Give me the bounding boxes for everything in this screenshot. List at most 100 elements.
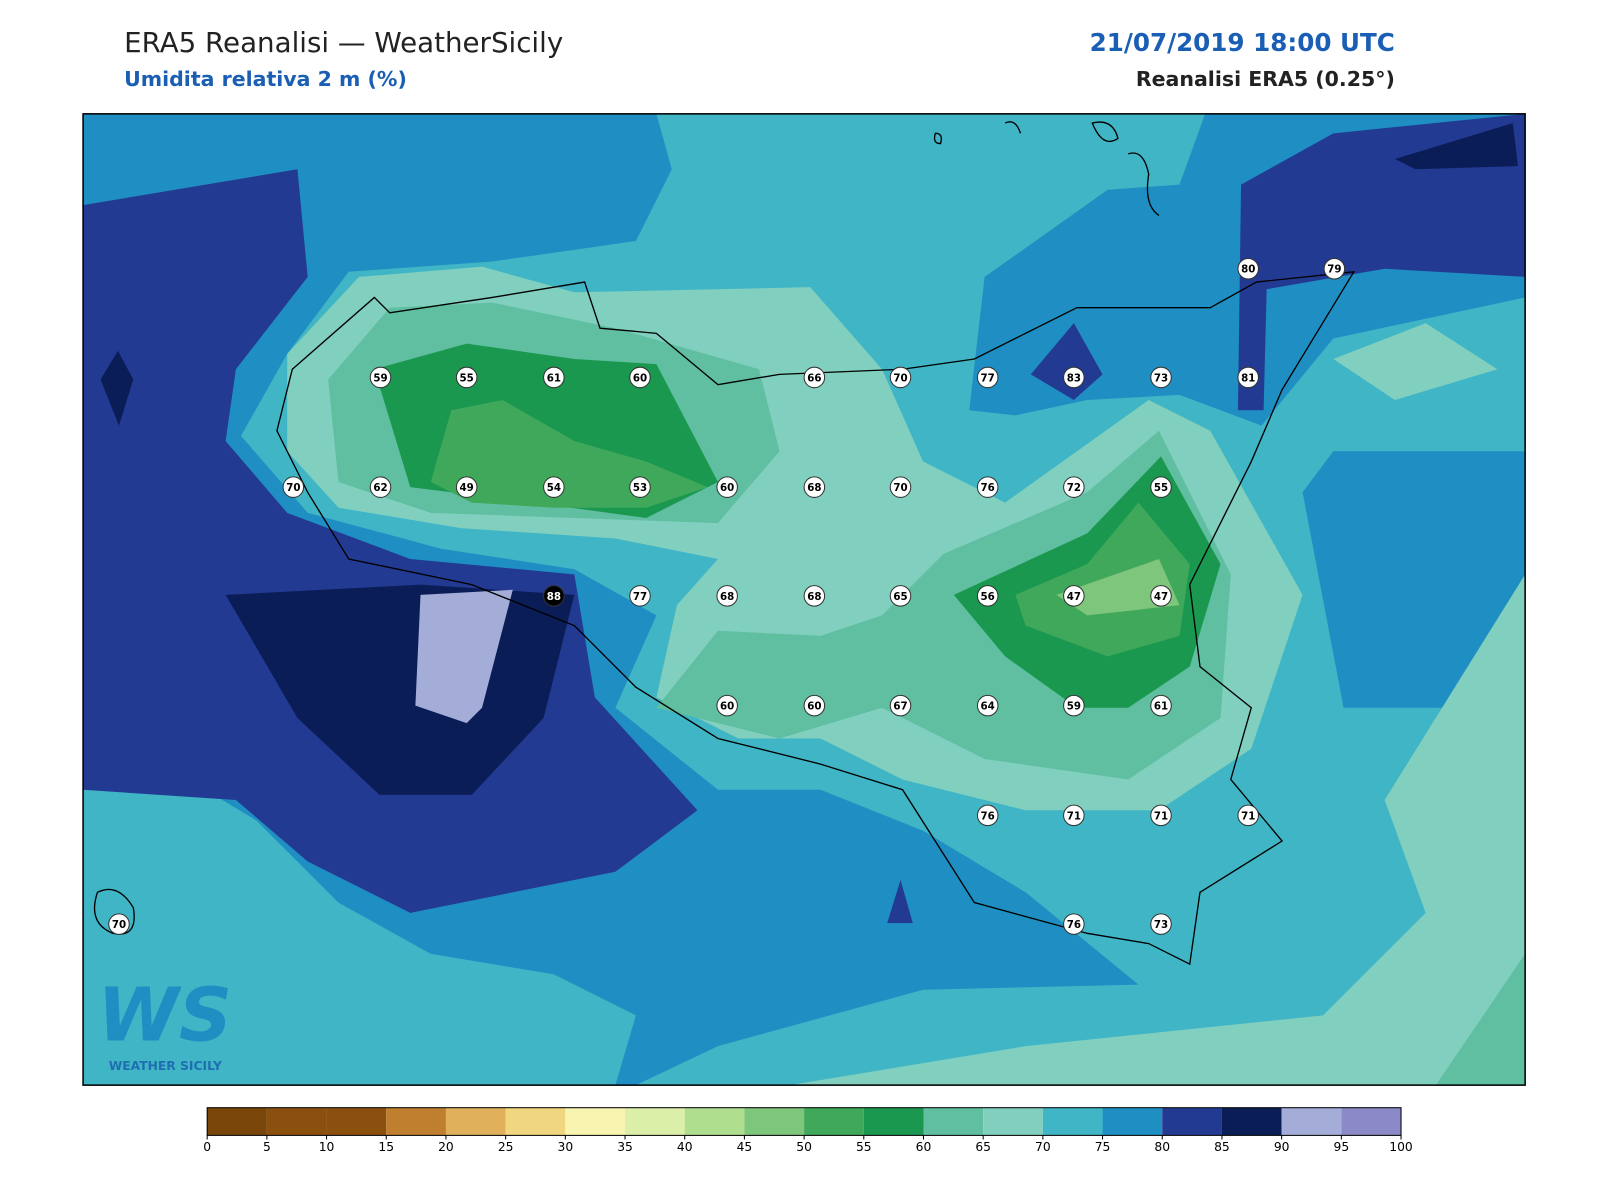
colorbar-bin bbox=[445, 1107, 506, 1136]
colorbar-bin bbox=[266, 1107, 327, 1136]
station-value: 70 bbox=[893, 372, 907, 384]
station-value: 60 bbox=[633, 372, 647, 384]
colorbar-bin bbox=[625, 1107, 685, 1136]
station-value: 68 bbox=[807, 591, 821, 603]
colorbar-tick-label: 15 bbox=[378, 1140, 394, 1154]
station-value: 76 bbox=[1067, 919, 1081, 931]
title: ERA5 Reanalisi — WeatherSicily bbox=[124, 26, 563, 59]
station-value: 76 bbox=[981, 810, 995, 822]
station-value: 77 bbox=[981, 372, 995, 384]
colorbar-bin bbox=[386, 1107, 446, 1136]
colorbar-tick-label: 95 bbox=[1334, 1140, 1350, 1154]
station-marker bbox=[455, 366, 478, 389]
station-marker bbox=[1063, 913, 1085, 935]
station-value: 81 bbox=[1241, 372, 1255, 384]
station-value: 54 bbox=[547, 482, 561, 494]
station-marker bbox=[282, 476, 305, 498]
station-marker bbox=[629, 366, 651, 389]
station-value: 68 bbox=[720, 591, 734, 603]
colorbar-bin bbox=[744, 1107, 805, 1136]
station-value: 62 bbox=[373, 482, 387, 494]
station-marker bbox=[889, 366, 912, 389]
colorbar-bin bbox=[505, 1107, 566, 1136]
colorbar-tick-label: 55 bbox=[856, 1140, 872, 1154]
map-frame bbox=[82, 113, 1526, 1086]
station-marker bbox=[889, 585, 912, 607]
colorbar-bin bbox=[1042, 1107, 1103, 1136]
station-marker bbox=[803, 366, 826, 389]
colorbar-tick-label: 65 bbox=[975, 1140, 991, 1154]
station-value: 73 bbox=[1154, 372, 1168, 384]
station-value: 47 bbox=[1154, 591, 1168, 603]
station-marker bbox=[976, 804, 999, 827]
station-value: 73 bbox=[1154, 919, 1168, 931]
colorbar-bin bbox=[207, 1107, 267, 1136]
station-value: 80 bbox=[1241, 264, 1255, 276]
colorbar-tick-label: 85 bbox=[1214, 1140, 1230, 1154]
station-marker bbox=[1237, 804, 1259, 827]
colorbar-bin bbox=[1281, 1107, 1342, 1136]
station-marker bbox=[1063, 694, 1085, 717]
colorbar-tick-label: 100 bbox=[1389, 1140, 1412, 1154]
station-marker bbox=[1237, 257, 1259, 280]
station-value: 68 bbox=[807, 482, 821, 494]
colorbar-tick-label: 90 bbox=[1274, 1140, 1290, 1154]
station-value: 71 bbox=[1154, 810, 1168, 822]
colorbar-tick-label: 80 bbox=[1154, 1140, 1170, 1154]
station-value: 55 bbox=[1154, 482, 1168, 494]
station-marker bbox=[1150, 913, 1172, 935]
colorbar-bin bbox=[326, 1107, 387, 1136]
station-value: 67 bbox=[893, 701, 907, 713]
colorbar-bin bbox=[923, 1107, 984, 1136]
station-value: 70 bbox=[893, 482, 907, 494]
station-value: 76 bbox=[981, 482, 995, 494]
colorbar-tick-label: 50 bbox=[796, 1140, 812, 1154]
station-value: 49 bbox=[460, 482, 474, 494]
station-marker bbox=[1150, 585, 1172, 607]
colorbar-tick-label: 75 bbox=[1095, 1140, 1111, 1154]
station-marker bbox=[369, 366, 392, 389]
colorbar-bin bbox=[684, 1107, 745, 1136]
subtitle: Umidita relativa 2 m (%) bbox=[124, 67, 407, 91]
colorbar-bin bbox=[804, 1107, 864, 1136]
station-marker bbox=[543, 366, 565, 389]
station-marker bbox=[543, 585, 565, 607]
station-marker bbox=[716, 694, 738, 717]
station-marker bbox=[1063, 476, 1085, 498]
station-value: 77 bbox=[633, 591, 647, 603]
station-marker bbox=[1323, 257, 1346, 280]
station-marker bbox=[1150, 476, 1172, 498]
colorbar-tick-label: 40 bbox=[677, 1140, 693, 1154]
station-value: 59 bbox=[1067, 701, 1081, 713]
station-value: 71 bbox=[1241, 810, 1255, 822]
station-marker bbox=[1150, 366, 1172, 389]
datetime: 21/07/2019 18:00 UTC bbox=[1090, 28, 1395, 57]
source: Reanalisi ERA5 (0.25°) bbox=[1136, 67, 1395, 91]
colorbar-tick-label: 35 bbox=[617, 1140, 633, 1154]
station-value: 60 bbox=[720, 482, 734, 494]
station-value: 55 bbox=[460, 372, 474, 384]
station-marker bbox=[1063, 585, 1085, 607]
colorbar-tick-label: 10 bbox=[319, 1140, 335, 1154]
station-value: 64 bbox=[981, 701, 995, 713]
station-marker bbox=[1063, 804, 1085, 827]
station-value: 61 bbox=[1154, 701, 1168, 713]
station-value: 66 bbox=[807, 372, 821, 384]
station-marker bbox=[803, 476, 826, 498]
station-marker bbox=[455, 476, 478, 498]
station-value: 60 bbox=[807, 701, 821, 713]
station-value: 88 bbox=[547, 591, 561, 603]
colorbar-bin bbox=[1102, 1107, 1163, 1136]
station-marker bbox=[976, 694, 999, 717]
colorbar-tick-label: 45 bbox=[737, 1140, 753, 1154]
map-field bbox=[83, 113, 1526, 1086]
station-marker bbox=[369, 476, 392, 498]
station-value: 70 bbox=[112, 919, 126, 931]
station-value: 65 bbox=[893, 591, 907, 603]
station-marker bbox=[1063, 366, 1085, 389]
station-value: 59 bbox=[373, 372, 387, 384]
station-value: 72 bbox=[1067, 482, 1081, 494]
station-value: 47 bbox=[1067, 591, 1081, 603]
station-marker bbox=[1237, 366, 1259, 389]
colorbar-tick-label: 30 bbox=[558, 1140, 574, 1154]
